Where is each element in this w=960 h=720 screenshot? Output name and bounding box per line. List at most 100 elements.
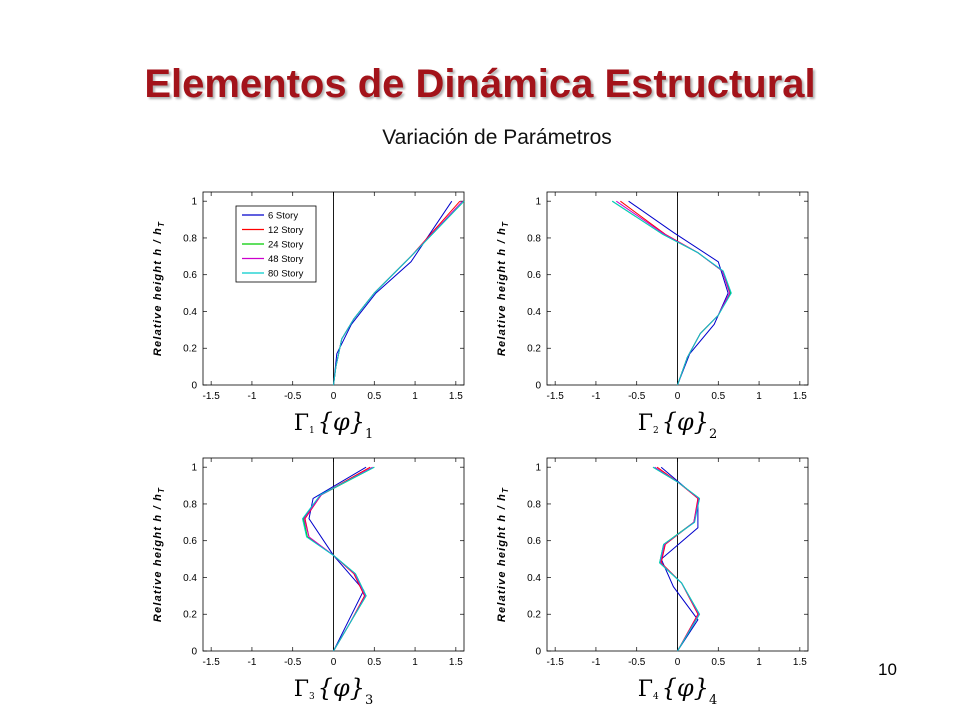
- x-tick-label: 0.5: [711, 391, 725, 402]
- y-tick-label: 0: [535, 381, 541, 392]
- x-tick-label: 1.5: [793, 391, 807, 402]
- x-tick-label: 0: [331, 391, 337, 402]
- x-tick-label: 0.5: [367, 657, 381, 668]
- plot-4: -1.5 -1 -0.5 0 0.5 1 1.5 0 0.2 0.4 0.6 0.8 1 Relative…: [496, 457, 809, 708]
- slide-title: Elementos de Dinámica Estructural: [144, 62, 816, 106]
- series-line-6-story: [308, 466, 367, 652]
- x-tick-label: 0.5: [711, 657, 725, 668]
- x-tick-label: -1: [247, 391, 256, 402]
- y-axis-label-sub: T: [157, 487, 166, 493]
- series-line-80-story: [333, 200, 465, 386]
- x-tick-label: -1.5: [203, 657, 221, 668]
- x-tick-label: -1.5: [547, 657, 565, 668]
- y-tick-label: 0.4: [527, 573, 541, 584]
- x-tick-label: -1: [591, 657, 600, 668]
- y-tick-label: 1: [191, 197, 197, 208]
- x-label-gamma-sub: 4: [653, 692, 662, 702]
- x-tick-label: -1: [591, 391, 600, 402]
- y-tick-label: 0.4: [183, 307, 197, 318]
- x-tick-label: 1.5: [793, 657, 807, 668]
- y-tick-label: 0: [535, 647, 541, 658]
- x-tick-label: 0: [675, 657, 681, 668]
- legend-box: [235, 205, 317, 283]
- page-number: 10: [878, 660, 897, 679]
- y-axis-label: Relative height h / hT: [152, 487, 166, 622]
- x-tick-label: -1.5: [203, 391, 221, 402]
- y-tick-label: 0.4: [527, 307, 541, 318]
- x-label-phi: {φ}: [318, 408, 365, 436]
- x-label-gamma-sub: 1: [309, 426, 318, 436]
- y-tick-label: 0.8: [183, 233, 197, 244]
- x-axis-label: Γ1 {φ}1: [294, 408, 373, 442]
- y-tick-label: 0.6: [527, 270, 541, 281]
- x-label-phi-sub: 2: [709, 427, 717, 442]
- y-axis-label: Relative height h / hT: [496, 487, 510, 622]
- plot-1: -1.5 -1 -0.5 0 0.5 1 1.5 0 0.2 0.4 0.6 0.8 1 Relative…: [152, 191, 465, 442]
- y-axis-label-sub: T: [501, 221, 510, 227]
- x-tick-label: 1.5: [449, 657, 463, 668]
- x-tick-label: 1: [756, 657, 762, 668]
- x-tick-label: 1: [412, 657, 418, 668]
- y-tick-label: 0.8: [527, 499, 541, 510]
- legend-entry: 24 Story: [268, 240, 304, 251]
- x-label-gamma: Γ: [294, 411, 309, 436]
- y-axis-label-sub: T: [157, 221, 166, 227]
- x-tick-label: -0.5: [628, 657, 646, 668]
- y-tick-label: 0.6: [183, 270, 197, 281]
- x-tick-label: -0.5: [284, 657, 302, 668]
- x-label-gamma-sub: 3: [309, 692, 318, 702]
- y-tick-label: 0.6: [183, 536, 197, 547]
- x-label-phi: {φ}: [318, 674, 365, 702]
- y-axis-label: Relative height h / hT: [152, 221, 166, 356]
- y-axis-label: Relative height h / hT: [496, 221, 510, 356]
- x-tick-label: 1.5: [449, 391, 463, 402]
- y-tick-label: 0: [191, 647, 197, 658]
- x-label-gamma: Γ: [638, 411, 653, 436]
- series-line-80-story: [301, 466, 375, 652]
- x-label-phi-sub: 1: [365, 427, 373, 442]
- series-line-80-story: [612, 200, 732, 386]
- legend-entry: 80 Story: [268, 269, 304, 280]
- series-line-6-story: [333, 200, 453, 386]
- x-label-phi-sub: 3: [365, 693, 373, 708]
- x-tick-label: 1: [756, 391, 762, 402]
- x-label-phi: {φ}: [662, 674, 709, 702]
- x-tick-label: 0.5: [367, 391, 381, 402]
- x-label-phi: {φ}: [662, 408, 709, 436]
- series-line-80-story: [652, 466, 701, 652]
- x-axis-label: Γ2 {φ}2: [638, 408, 717, 442]
- x-tick-label: -0.5: [628, 391, 646, 402]
- plot-3: -1.5 -1 -0.5 0 0.5 1 1.5 0 0.2 0.4 0.6 0.8 1 Relative…: [152, 457, 465, 708]
- y-tick-label: 1: [535, 463, 541, 474]
- x-tick-label: 1: [412, 391, 418, 402]
- x-tick-label: 0: [331, 657, 337, 668]
- y-tick-label: 0.6: [527, 536, 541, 547]
- x-axis-label: Γ3 {φ}3: [294, 674, 373, 708]
- y-tick-label: 0.8: [183, 499, 197, 510]
- x-label-gamma: Γ: [638, 677, 653, 702]
- x-label-gamma: Γ: [294, 677, 309, 702]
- x-tick-label: 0: [675, 391, 681, 402]
- y-tick-label: 0.4: [183, 573, 197, 584]
- x-tick-label: -1.5: [547, 391, 565, 402]
- y-tick-label: 0.2: [527, 344, 541, 355]
- legend-entry: 12 Story: [268, 225, 304, 236]
- x-tick-label: -0.5: [284, 391, 302, 402]
- x-label-gamma-sub: 2: [653, 426, 662, 436]
- x-tick-label: -1: [247, 657, 256, 668]
- y-tick-label: 0: [191, 381, 197, 392]
- plot-2: -1.5 -1 -0.5 0 0.5 1 1.5 0 0.2 0.4 0.6 0.8 1 Relative…: [496, 191, 809, 442]
- legend-entry: 6 Story: [268, 211, 298, 222]
- x-label-phi-sub: 4: [709, 693, 717, 708]
- y-axis-label-sub: T: [501, 487, 510, 493]
- y-tick-label: 0.8: [527, 233, 541, 244]
- x-axis-label: Γ4 {φ}4: [638, 674, 717, 708]
- y-tick-label: 1: [191, 463, 197, 474]
- y-tick-label: 1: [535, 197, 541, 208]
- y-tick-label: 0.2: [183, 610, 197, 621]
- slide-subtitle: Variación de Parámetros: [382, 126, 612, 149]
- y-tick-label: 0.2: [527, 610, 541, 621]
- y-tick-label: 0.2: [183, 344, 197, 355]
- legend-entry: 48 Story: [268, 254, 304, 265]
